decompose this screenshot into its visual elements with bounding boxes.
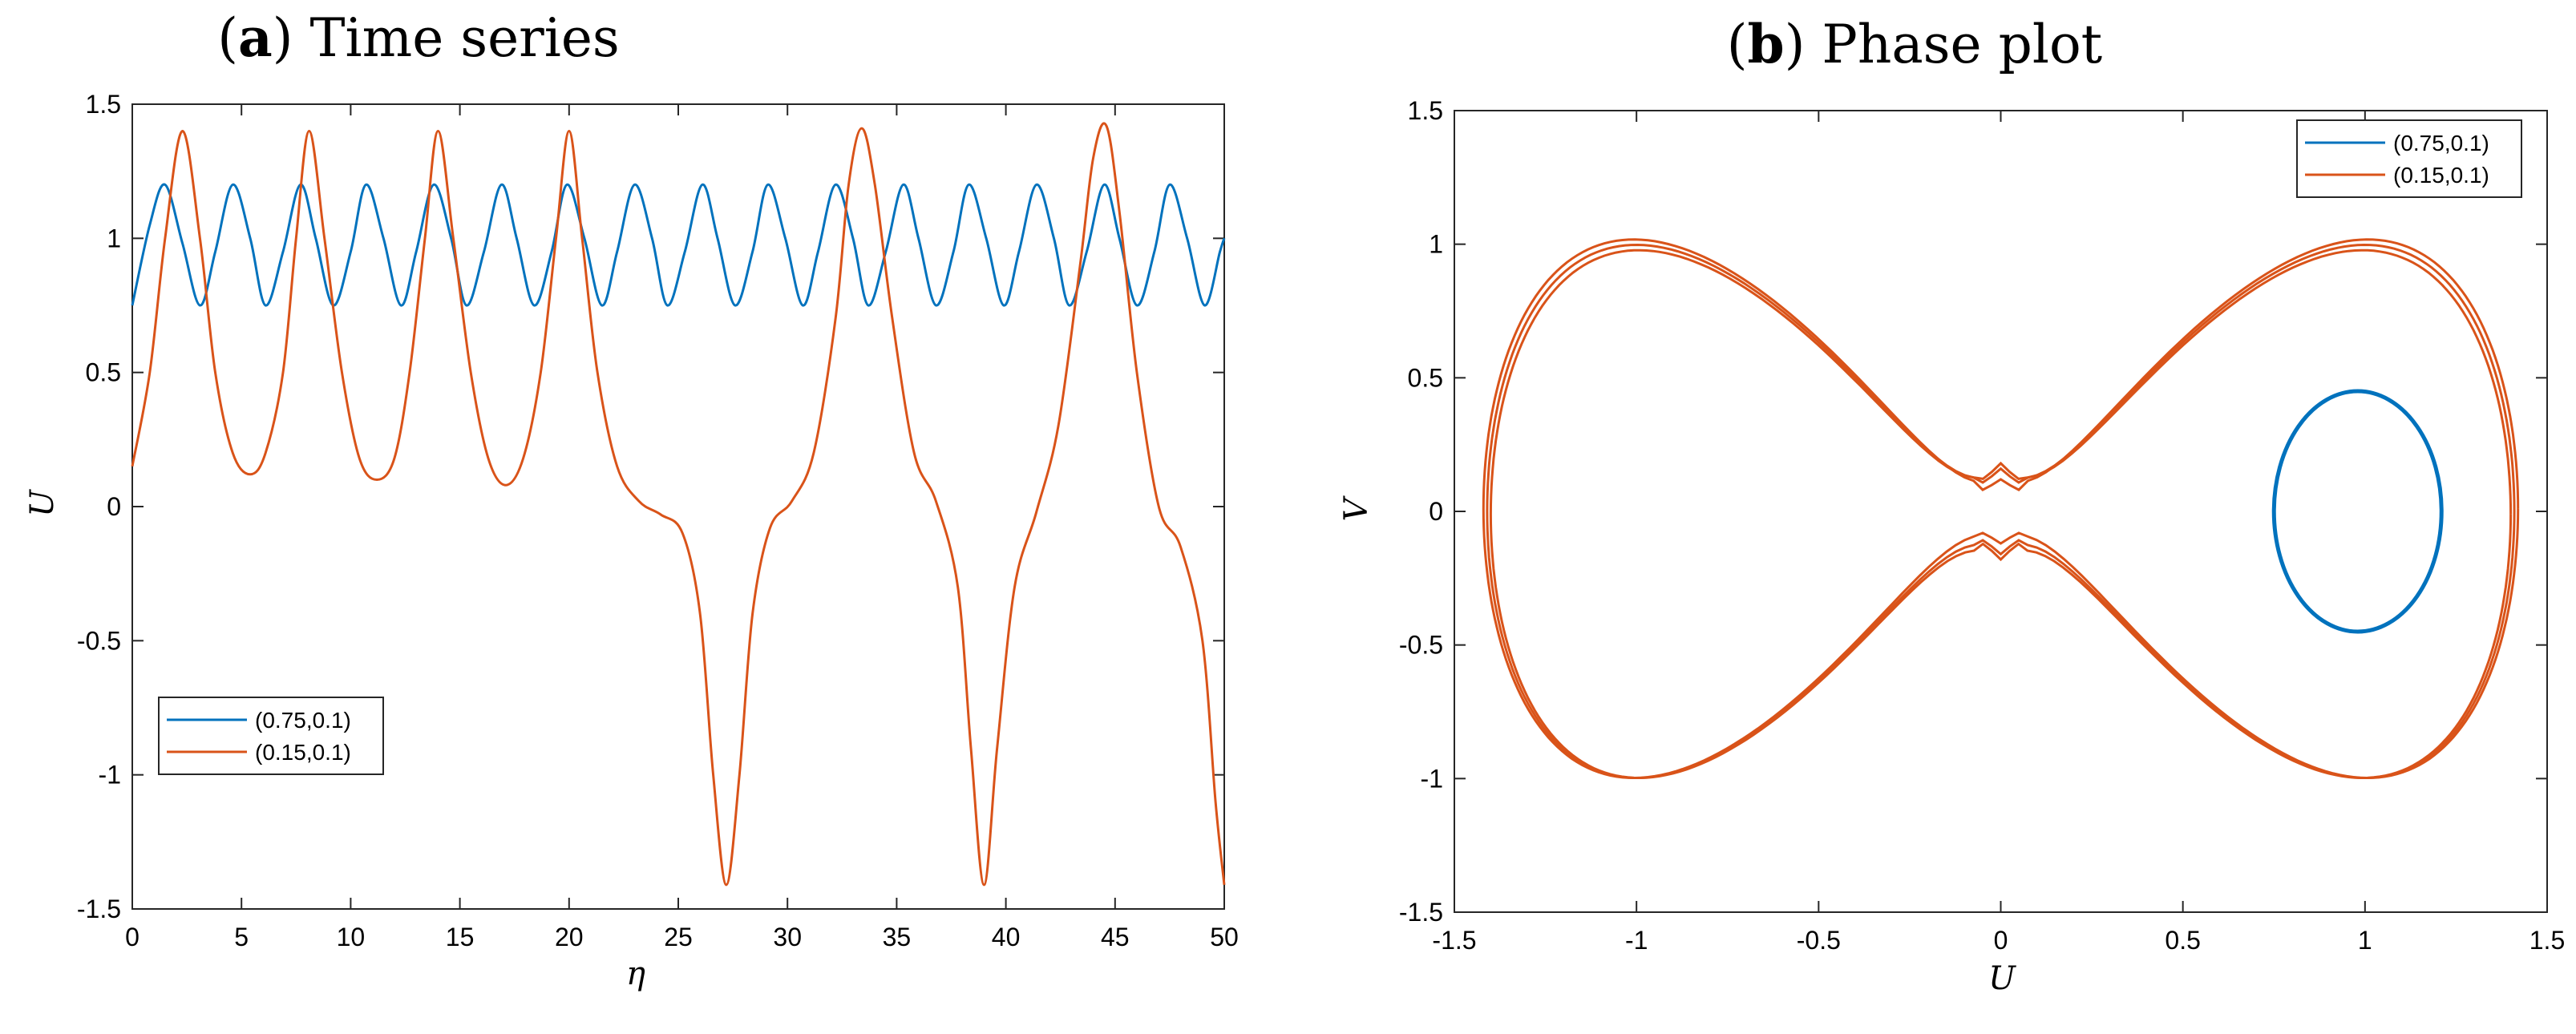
x-tick-label: 0 [125,923,140,951]
phase-plot: -1.5 -1 -0.5 0 0.5 1 1.5 -1.5 -1 -0.5 0 0.5 1 1.5 (0.7… [1399,96,2565,955]
x-tick-label: -0.5 [1797,926,1841,955]
panel-a: (a) Time series 0 5 10 15 20 25 30 35 40 45 50-1.5… [24,6,1239,992]
legend-box [158,697,384,775]
x-tick-label: 25 [664,923,693,951]
x-tick-label: 45 [1101,923,1130,951]
y-tick-label: 0 [107,492,121,521]
plot-frame [131,103,1225,910]
phase-orbit-orange [1486,243,2516,780]
series-line [131,183,1226,307]
y-tick-label: -1.5 [77,895,121,923]
series-line [131,122,1226,887]
y-tick-label: 0.5 [86,358,121,387]
x-tick-label: -1.5 [1432,926,1476,955]
panel-b-title: (b) Phase plot [1727,13,2102,75]
x-tick-label: 10 [337,923,366,951]
panel-a-ylabel: U [24,489,61,517]
y-tick-label: -0.5 [1399,631,1443,660]
y-tick-label: 1 [107,224,121,252]
y-tick-label: -1.5 [1399,898,1443,927]
panel-a-xlabel: η [626,955,645,992]
x-tick-label: 1.5 [2529,926,2565,955]
x-tick-label: 1 [2358,926,2372,955]
x-tick-label: 35 [883,923,912,951]
phase-orbit-blue [2271,389,2444,634]
panel-b: (b) Phase plot -1.5 -1 -0.5 0 0.5 1 1.5-1.5-1-… [1338,13,2565,997]
y-tick-label: -0.5 [77,626,121,655]
legend-box [2296,119,2522,198]
legend-label: (0.15,0.1) [2393,163,2489,188]
y-tick-label: -1 [99,761,121,790]
y-tick-label: 0.5 [1408,363,1443,392]
time-series-plot: 0 5 10 15 20 25 30 35 40 45 50 -1.5 -1 -0.5 0 0.5 1 1.5 (0… [77,90,1239,951]
y-tick-label: 1 [1429,230,1443,259]
legend-label: (0.75,0.1) [2393,131,2489,156]
y-tick-label: -1 [1421,764,1443,793]
panel-b-title-label: b [1748,13,1785,75]
x-tick-label: 0.5 [2165,926,2200,955]
panel-a-title-text: Time series [309,7,619,69]
y-tick-label: 1.5 [1408,96,1443,125]
legend-label: (0.15,0.1) [255,740,351,765]
panel-a-title: (a) Time series [217,6,620,69]
x-tick-label: 5 [234,923,249,951]
x-tick-label: 30 [773,923,802,951]
plot-frame [1454,110,2548,913]
phase-orbit-orange [1489,248,2513,780]
y-tick-label: 1.5 [86,90,121,119]
panel-b-ylabel: V [1338,495,1375,521]
x-tick-label: 50 [1210,923,1239,951]
legend-label: (0.75,0.1) [255,708,351,733]
panel-b-title-text: Phase plot [1822,14,2102,75]
y-tick-label: 0 [1429,497,1443,526]
panel-a-title-label: a [238,6,273,69]
x-tick-label: -1 [1625,926,1648,955]
x-tick-label: 40 [992,923,1021,951]
x-tick-label: 0 [1994,926,2008,955]
x-tick-label: 20 [555,923,584,951]
phase-orbit-orange [1482,238,2520,780]
panel-b-xlabel: U [1988,960,2016,997]
x-tick-label: 15 [446,923,475,951]
